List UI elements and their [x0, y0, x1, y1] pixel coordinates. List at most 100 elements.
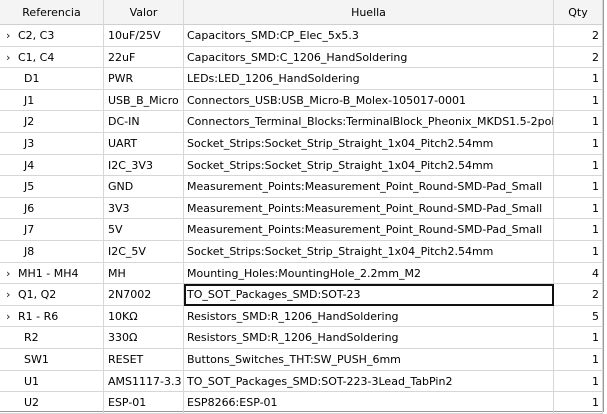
cell-value[interactable]: DC-IN	[104, 111, 184, 133]
cell-footprint[interactable]: Measurement_Points:Measurement_Point_Rou…	[184, 219, 554, 241]
cell-qty[interactable]: 4	[554, 262, 603, 285]
cell-value[interactable]: GND	[104, 176, 184, 198]
cell-reference[interactable]: J2	[0, 111, 104, 133]
table-row[interactable]: D1 PWR LEDs:LED_1206_HandSoldering 1	[0, 68, 603, 90]
cell-footprint[interactable]: Measurement_Points:Measurement_Point_Rou…	[184, 176, 554, 198]
expand-arrow-icon[interactable]: ›	[6, 309, 11, 323]
cell-qty[interactable]: 5	[554, 305, 603, 328]
table-row[interactable]: SW1 RESET Buttons_Switches_THT:SW_PUSH_6mm…	[0, 349, 603, 371]
cell-footprint[interactable]: Buttons_Switches_THT:SW_PUSH_6mm	[184, 349, 554, 371]
cell-reference[interactable]: J3	[0, 133, 104, 155]
cell-qty[interactable]: 2	[554, 284, 603, 306]
cell-value[interactable]: 10KΩ	[104, 305, 184, 328]
cell-value[interactable]: RESET	[104, 349, 184, 371]
table-row[interactable]: U2 ESP-01 ESP8266:ESP-01 1	[0, 392, 603, 414]
cell-reference[interactable]: J7	[0, 219, 104, 241]
cell-reference[interactable]: J8	[0, 241, 104, 263]
cell-qty[interactable]: 1	[554, 349, 603, 371]
cell-footprint[interactable]: Measurement_Points:Measurement_Point_Rou…	[184, 197, 554, 220]
cell-value[interactable]: 10uF/25V	[104, 25, 184, 47]
col-header-value[interactable]: Valor	[104, 0, 184, 25]
cell-footprint[interactable]: Capacitors_SMD:CP_Elec_5x5.3	[184, 25, 554, 47]
cell-footprint[interactable]: ESP8266:ESP-01	[184, 392, 554, 414]
expand-arrow-icon[interactable]: ›	[6, 50, 11, 64]
cell-qty[interactable]: 1	[554, 111, 603, 133]
cell-qty[interactable]: 1	[554, 68, 603, 90]
cell-qty[interactable]: 2	[554, 25, 603, 47]
cell-qty[interactable]: 1	[554, 154, 603, 177]
cell-reference[interactable]: J1	[0, 89, 104, 112]
table-row[interactable]: J4 I2C_3V3 Socket_Strips:Socket_Strip_Stra…	[0, 154, 603, 177]
cell-reference[interactable]: SW1	[0, 349, 104, 371]
table-row[interactable]: J2 DC-IN Connectors_Terminal_Blocks:Termin…	[0, 111, 603, 133]
col-header-reference[interactable]: Referencia	[0, 0, 104, 25]
cell-qty[interactable]: 2	[554, 46, 603, 69]
expand-arrow-icon[interactable]: ›	[6, 266, 11, 280]
cell-qty[interactable]: 1	[554, 392, 603, 414]
cell-value[interactable]: ESP-01	[104, 392, 184, 414]
cell-footprint[interactable]: Resistors_SMD:R_1206_HandSoldering	[184, 327, 554, 349]
cell-footprint[interactable]: Socket_Strips:Socket_Strip_Straight_1x04…	[184, 133, 554, 155]
cell-footprint[interactable]: Resistors_SMD:R_1206_HandSoldering	[184, 305, 554, 328]
cell-reference[interactable]: J6	[0, 197, 104, 220]
cell-reference[interactable]: › MH1 - MH4	[0, 262, 104, 285]
cell-value[interactable]: I2C_5V	[104, 241, 184, 263]
table-row[interactable]: J6 3V3 Measurement_Points:Measurement_Poin…	[0, 197, 603, 220]
table-row[interactable]: J3 UART Socket_Strips:Socket_Strip_Straigh…	[0, 133, 603, 155]
cell-value[interactable]: MH	[104, 262, 184, 285]
cell-reference[interactable]: U2	[0, 392, 104, 414]
table-row[interactable]: › Q1, Q2 2N7002 TO_SOT_Packages_SMD:SOT-23 2	[0, 284, 603, 306]
cell-qty[interactable]: 1	[554, 241, 603, 263]
cell-value[interactable]: USB_B_Micro	[104, 89, 184, 112]
table-row[interactable]: J7 5V Measurement_Points:Measurement_Point…	[0, 219, 603, 241]
cell-value[interactable]: 22uF	[104, 46, 184, 69]
cell-value[interactable]: AMS1117-3.3	[104, 370, 184, 393]
cell-reference[interactable]: R2	[0, 327, 104, 349]
cell-value[interactable]: 5V	[104, 219, 184, 241]
cell-footprint[interactable]: TO_SOT_Packages_SMD:SOT-223-3Lead_TabPin…	[184, 370, 554, 393]
cell-reference[interactable]: J4	[0, 154, 104, 177]
cell-value[interactable]: 330Ω	[104, 327, 184, 349]
cell-reference[interactable]: › Q1, Q2	[0, 284, 104, 306]
cell-qty[interactable]: 1	[554, 327, 603, 349]
table-row[interactable]: › R1 - R6 10KΩ Resistors_SMD:R_1206_HandSol…	[0, 305, 603, 328]
cell-reference[interactable]: D1	[0, 68, 104, 90]
table-row[interactable]: › C1, C4 22uF Capacitors_SMD:C_1206_HandSol…	[0, 46, 603, 69]
cell-reference[interactable]: U1	[0, 370, 104, 393]
cell-footprint[interactable]: Socket_Strips:Socket_Strip_Straight_1x04…	[184, 154, 554, 177]
col-header-qty[interactable]: Qty	[554, 0, 603, 25]
cell-value[interactable]: 2N7002	[104, 284, 184, 306]
cell-reference[interactable]: › C2, C3	[0, 25, 104, 47]
cell-footprint[interactable]: LEDs:LED_1206_HandSoldering	[184, 68, 554, 90]
cell-footprint[interactable]: Capacitors_SMD:C_1206_HandSoldering	[184, 46, 554, 69]
table-row[interactable]: › C2, C3 10uF/25V Capacitors_SMD:CP_Elec_5x…	[0, 25, 603, 47]
cell-value[interactable]: 3V3	[104, 197, 184, 220]
cell-reference[interactable]: › R1 - R6	[0, 305, 104, 328]
cell-reference[interactable]: J5	[0, 176, 104, 198]
table-row[interactable]: J8 I2C_5V Socket_Strips:Socket_Strip_Strai…	[0, 241, 603, 263]
cell-qty[interactable]: 1	[554, 133, 603, 155]
cell-qty[interactable]: 1	[554, 197, 603, 220]
cell-value[interactable]: I2C_3V3	[104, 154, 184, 177]
cell-footprint[interactable]: Connectors_Terminal_Blocks:TerminalBlock…	[184, 111, 554, 133]
table-row[interactable]: J5 GND Measurement_Points:Measurement_Poin…	[0, 176, 603, 198]
cell-qty[interactable]: 1	[554, 219, 603, 241]
cell-value[interactable]: UART	[104, 133, 184, 155]
table-row[interactable]: R2 330Ω Resistors_SMD:R_1206_HandSoldering…	[0, 327, 603, 349]
cell-footprint-selected[interactable]: TO_SOT_Packages_SMD:SOT-23	[184, 284, 554, 306]
expand-arrow-icon[interactable]: ›	[6, 288, 11, 302]
table-row[interactable]: J1 USB_B_Micro Connectors_USB:USB_Micro-B_…	[0, 89, 603, 112]
cell-reference[interactable]: › C1, C4	[0, 46, 104, 69]
cell-footprint[interactable]: Mounting_Holes:MountingHole_2.2mm_M2	[184, 262, 554, 285]
table-row[interactable]: › MH1 - MH4 MH Mounting_Holes:MountingHole_…	[0, 262, 603, 285]
cell-footprint[interactable]: Connectors_USB:USB_Micro-B_Molex-105017-…	[184, 89, 554, 112]
cell-footprint[interactable]: Socket_Strips:Socket_Strip_Straight_1x04…	[184, 241, 554, 263]
cell-qty[interactable]: 1	[554, 370, 603, 393]
cell-qty[interactable]: 1	[554, 176, 603, 198]
cell-qty[interactable]: 1	[554, 89, 603, 112]
expand-arrow-icon[interactable]: ›	[6, 29, 11, 42]
col-header-footprint[interactable]: Huella	[184, 0, 554, 25]
table-row[interactable]: U1 AMS1117-3.3 TO_SOT_Packages_SMD:SOT-223…	[0, 370, 603, 393]
cell-value[interactable]: PWR	[104, 68, 184, 90]
